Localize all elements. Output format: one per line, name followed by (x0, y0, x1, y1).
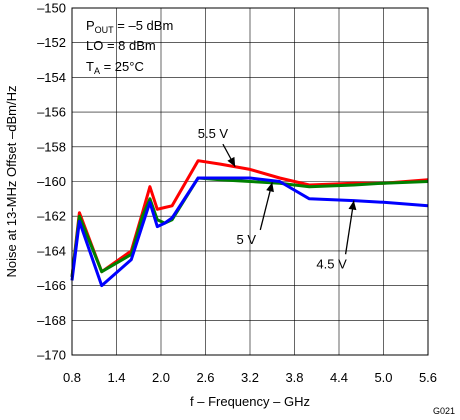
lo-condition: LO = 8 dBm (86, 38, 156, 53)
y-tick-label: –150 (37, 1, 66, 16)
annotation-arrowhead (348, 200, 357, 211)
y-tick-label: –152 (37, 35, 66, 50)
ta-condition: TA = 25°C (86, 59, 144, 76)
y-tick-labels: –150 –152 –154 –156 –158 –160 –162 –164 –166 –168… (37, 1, 66, 363)
series-lines (70, 159, 429, 288)
y-tick-label: –162 (37, 209, 66, 224)
x-tick-label: 5.0 (374, 370, 392, 385)
y-axis-label: Noise at 13-MHz Offset –dBm/Hz (4, 86, 19, 278)
plot-frame (71, 7, 429, 356)
x-tick-label: 4.4 (330, 370, 348, 385)
series-annotation-label: 5.5 V (198, 126, 229, 141)
y-tick-label: –164 (37, 243, 66, 258)
annotation-arrow-line (344, 200, 355, 255)
figure-id: G021 (433, 406, 455, 416)
y-tick-label: –170 (37, 348, 66, 363)
x-tick-label: 2.0 (152, 370, 170, 385)
series-line (70, 159, 429, 278)
x-tick-label: 2.6 (196, 370, 214, 385)
y-tick-label: –168 (37, 313, 66, 328)
x-tick-labels: 0.8 1.4 2.0 2.6 3.2 3.8 4.4 5.0 5.6 (63, 370, 437, 385)
annotation-arrowhead (266, 182, 274, 193)
series-annotations: 5.5 V 5 V 4.5 V (198, 126, 357, 271)
series-annotation-label: 5 V (237, 232, 257, 247)
series-line (70, 176, 429, 288)
y-tick-label: –166 (37, 278, 66, 293)
x-tick-label: 3.8 (285, 370, 303, 385)
x-tick-label: 5.6 (419, 370, 437, 385)
y-tick-label: –160 (37, 174, 66, 189)
x-tick-label: 3.2 (241, 370, 259, 385)
x-axis-label: f – Frequency – GHz (190, 394, 310, 409)
test-conditions: POUT = –5 dBm LO = 8 dBm TA = 25°C (86, 18, 173, 76)
pout-condition: POUT = –5 dBm (86, 18, 173, 35)
x-tick-label: 0.8 (63, 370, 81, 385)
annotation-arrowhead (227, 156, 236, 167)
y-tick-label: –156 (37, 105, 66, 120)
x-tick-label: 1.4 (107, 370, 125, 385)
series-annotation-label: 4.5 V (316, 256, 347, 271)
y-tick-label: –158 (37, 139, 66, 154)
y-tick-label: –154 (37, 70, 66, 85)
